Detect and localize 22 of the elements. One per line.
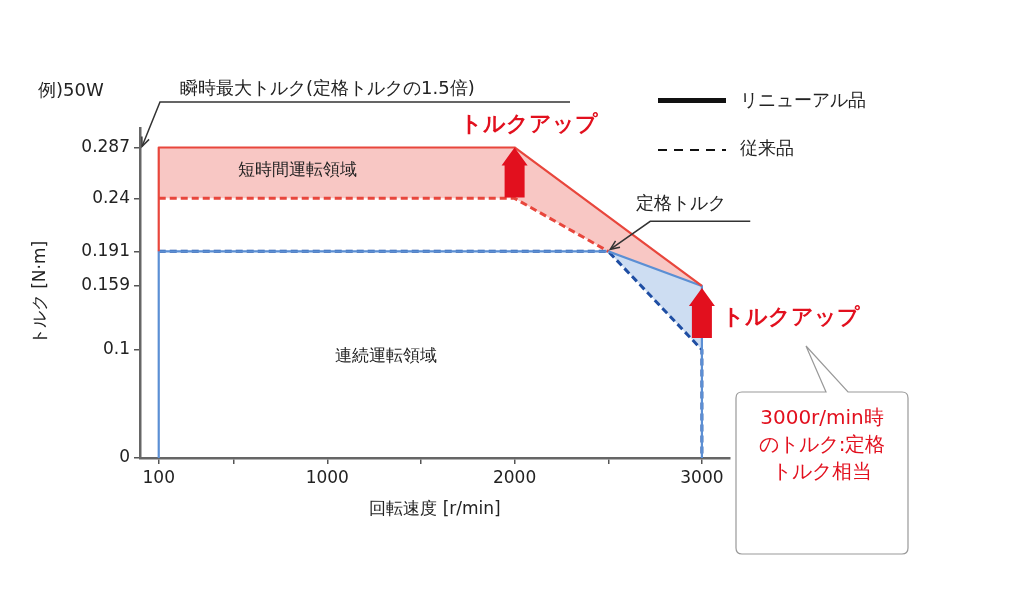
y-tick-label: 0.24 — [92, 186, 130, 207]
text: 3000r/min時のトルク:定格トルク相当 — [757, 404, 887, 485]
x-axis-title: 回転速度 [r/min] — [369, 498, 501, 519]
annotation: トルクアップ — [459, 111, 598, 137]
annotation: 短時間運転領域 — [238, 159, 357, 180]
x-tick-label: 3000 — [680, 466, 724, 487]
text: 従来品 — [740, 137, 794, 159]
y-tick-label: 0 — [119, 446, 130, 467]
y-tick-label: 0.1 — [102, 338, 130, 359]
annotation: 連続運転領域 — [335, 345, 437, 366]
y-tick-label: 0.159 — [81, 274, 130, 295]
x-tick-label: 2000 — [492, 466, 537, 487]
annotation: 定格トルク — [636, 192, 727, 215]
y-tick-label: 0.191 — [81, 239, 130, 260]
annotation: トルクアップ — [721, 303, 860, 330]
x-tick-label: 1000 — [305, 466, 349, 487]
y-tick-label: 0.287 — [81, 135, 130, 156]
text: 瞬時最大トルク(定格トルクの1.5倍) — [180, 77, 475, 99]
text: リニューアル品 — [740, 89, 866, 111]
x-tick-label: 100 — [142, 466, 175, 487]
y-axis-title: トルク [N·m] — [28, 240, 49, 346]
text: 例)50W — [38, 79, 104, 101]
